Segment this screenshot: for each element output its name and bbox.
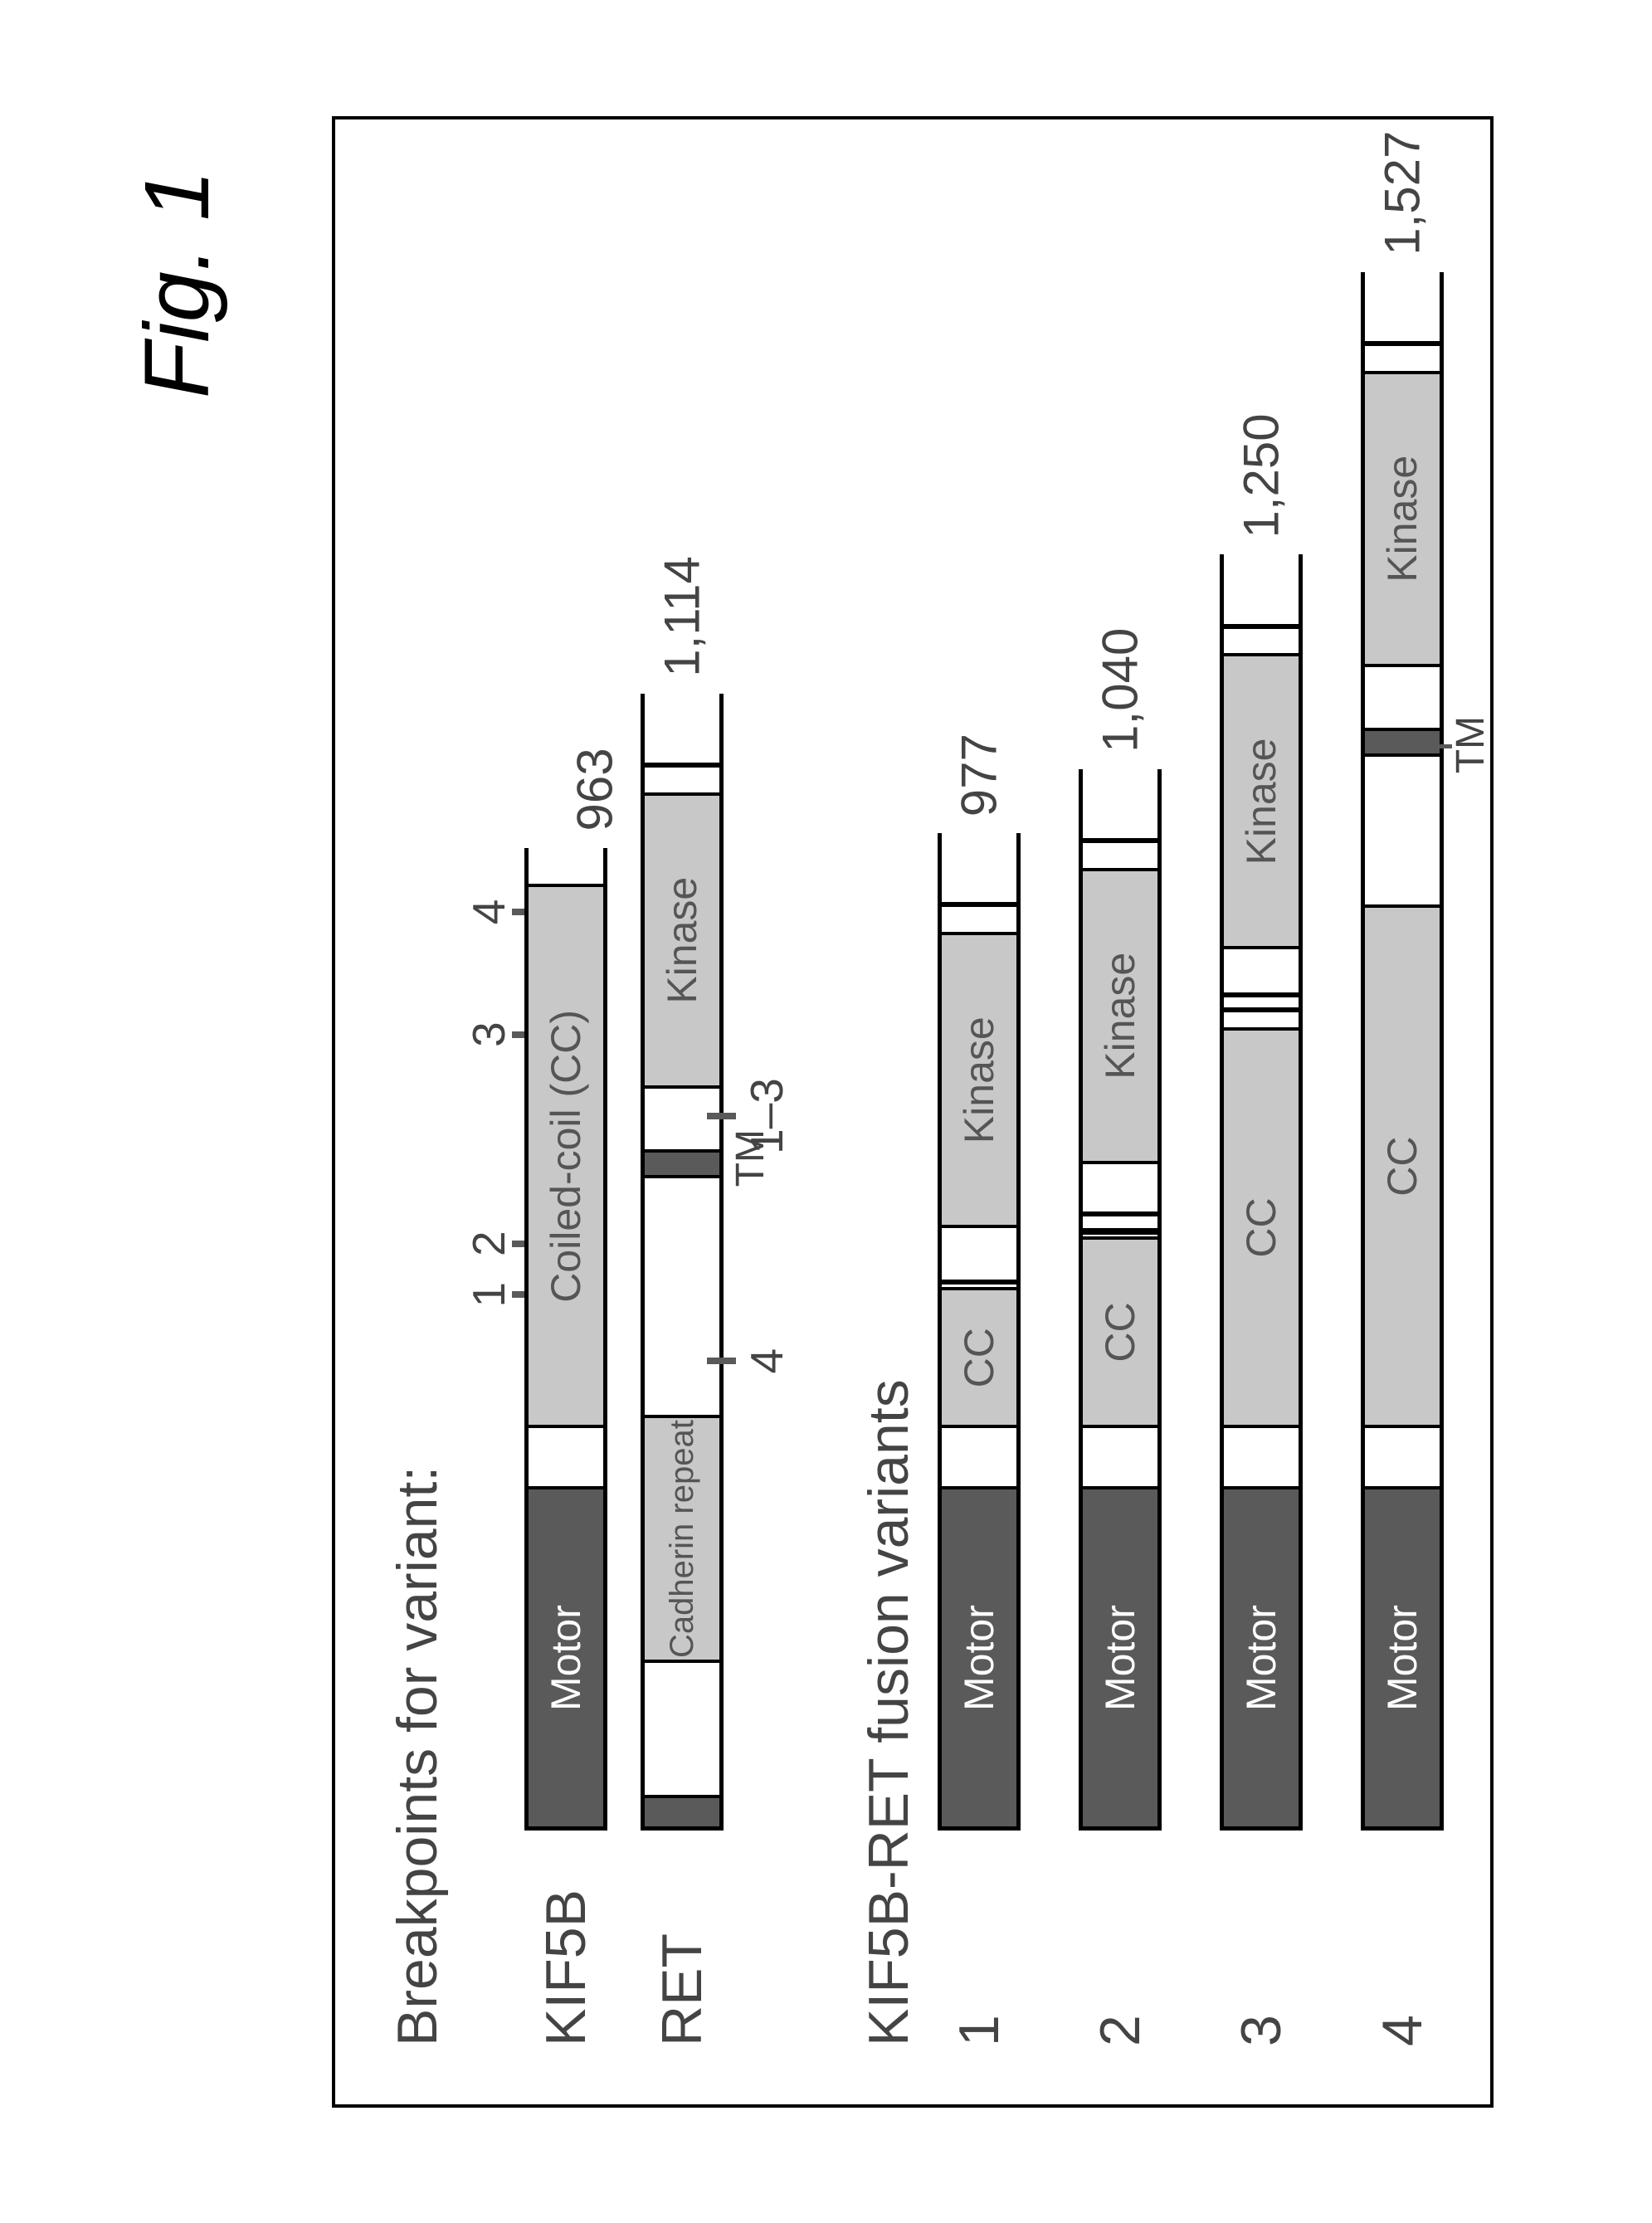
domain-segment [529,1428,603,1489]
domain-segment [645,690,719,796]
domain-segment [645,1089,719,1153]
kif5b-breakpoints: 1234 [466,848,524,1831]
domain-segment [1083,765,1157,871]
domain-segment: CC [942,1290,1016,1428]
variant-bar: Motor CC Kinase [1079,769,1162,1831]
domain-segment: Motor [529,1489,603,1826]
variant-bar-wrap: MotorCCKinase1,250 [1220,555,1328,1831]
domain-segment [529,844,603,888]
thin-bar [1081,838,1159,843]
domain-segment: Kinase [942,935,1016,1228]
domain-segment [645,1798,719,1826]
figure-label: Fig. 1 [124,170,230,398]
domain-segment [645,1663,719,1797]
domain-segment [645,1153,719,1178]
variant-row: 3 Motor CC Kinase 1,250 [1220,178,1328,2046]
domain-segment: Motor [1083,1489,1157,1826]
ret-label: RET [650,1933,714,2046]
variant-length-label: 1,250 [1233,413,1290,538]
diagram-inner: Breakpoints for variant: KIF5B 1234 Moto… [335,119,1490,2104]
variant-length-label: 1,527 [1374,131,1431,256]
fusion-variants-title: KIF5B-RET fusion variants [856,178,921,2046]
thin-bar [1081,1211,1159,1216]
domain-segment [1224,949,1299,1030]
thin-bar [643,763,721,768]
variant-tm-label: TM [1448,716,1494,773]
variant-bar: Motor CC Kinase [938,833,1021,1831]
domain-segment [1365,268,1440,374]
thin-bar [1222,992,1300,997]
variant-number: 1 [947,2015,1011,2046]
breakpoint-number: 3 [462,1021,515,1047]
thin-bar [1222,1007,1300,1012]
variant-bar-wrap: MotorCCKinase1,040 [1079,769,1187,1831]
domain-segment: Coiled-coil (CC) [529,887,603,1428]
thin-bar [1081,1228,1159,1235]
variant-bar-wrap: MotorCCKinase1,527TM [1361,272,1506,1831]
domain-segment: Kinase [645,796,719,1089]
kif5b-bar: Motor Coiled-coil (CC) [524,848,607,1831]
domain-segment: Kinase [1224,656,1299,949]
breakpoints-title: Breakpoints for variant: [385,178,450,2046]
domain-segment [1224,1428,1299,1489]
breakpoint-number: 4 [740,1348,793,1374]
ret-length-label: 1,114 [654,556,711,677]
domain-segment [1365,1428,1440,1489]
breakpoint-number: 4 [462,899,515,925]
variant-length-label: 1,040 [1092,628,1149,753]
variant-bar-wrap: MotorCCKinase977 [938,833,1045,1831]
ret-tm-label: TM [728,1129,773,1187]
domain-segment [942,1428,1016,1489]
variants-container: 1 Motor CC Kinase 977 2 Motor CC Kinase 1,040 3 Mot… [938,178,1506,2046]
domain-segment: CC [1224,1031,1299,1429]
kif5b-length-label: 963 [567,748,624,831]
domain-segment: Motor [1365,1489,1440,1826]
variant-number: 4 [1370,2015,1435,2046]
variant-bar: Motor CC Kinase [1220,555,1303,1831]
thin-bar [940,1280,1018,1285]
domain-segment [1224,551,1299,657]
domain-segment [1365,667,1440,731]
domain-segment [1365,757,1440,908]
thin-bar [940,902,1018,907]
domain-segment: Motor [1224,1489,1299,1826]
tm-tick [1440,744,1452,748]
variant-row: 1 Motor CC Kinase 977 [938,178,1045,2046]
breakpoint-tick [707,1113,736,1119]
kif5b-label: KIF5B [534,1889,598,2046]
domain-segment: Motor [942,1489,1016,1826]
ret-bar-wrap: Cadherin repeatKinase 41–3 TM 1,114 [641,694,807,1831]
variant-bar: Motor CC Kinase [1361,272,1444,1831]
diagram-panel: Breakpoints for variant: KIF5B 1234 Moto… [332,116,1494,2108]
variant-row: 2 Motor CC Kinase 1,040 [1079,178,1187,2046]
domain-segment: Kinase [1365,374,1440,667]
variant-number: 3 [1229,2015,1294,2046]
ret-breakpoints: 41–3 [724,694,798,1831]
domain-segment: Cadherin repeat [645,1418,719,1663]
domain-segment [1083,1428,1157,1489]
breakpoint-number: 1 [462,1282,515,1308]
variant-number: 2 [1088,2015,1153,2046]
kif5b-row: KIF5B 1234 MotorCoiled-coil (CC) 963 [466,178,607,2046]
domain-segment: CC [1365,908,1440,1428]
ret-row: RET Cadherin repeat Kinase 41–3 TM 1,114 [641,178,807,2046]
ret-bar: Cadherin repeat Kinase [641,694,724,1831]
thin-bar [1222,624,1300,629]
domain-segment: CC [1083,1240,1157,1429]
domain-segment [942,829,1016,935]
breakpoint-tick [707,1358,736,1364]
domain-segment: Kinase [1083,871,1157,1164]
domain-segment [1365,731,1440,757]
variant-row: 4MotorCCKinase1,527TM [1361,178,1506,2046]
thin-bar [1363,341,1441,346]
variant-length-label: 977 [951,734,1008,817]
domain-segment [645,1178,719,1418]
page: Fig. 1 Breakpoints for variant: KIF5B 12… [0,0,1652,2223]
breakpoint-number: 2 [462,1231,515,1256]
